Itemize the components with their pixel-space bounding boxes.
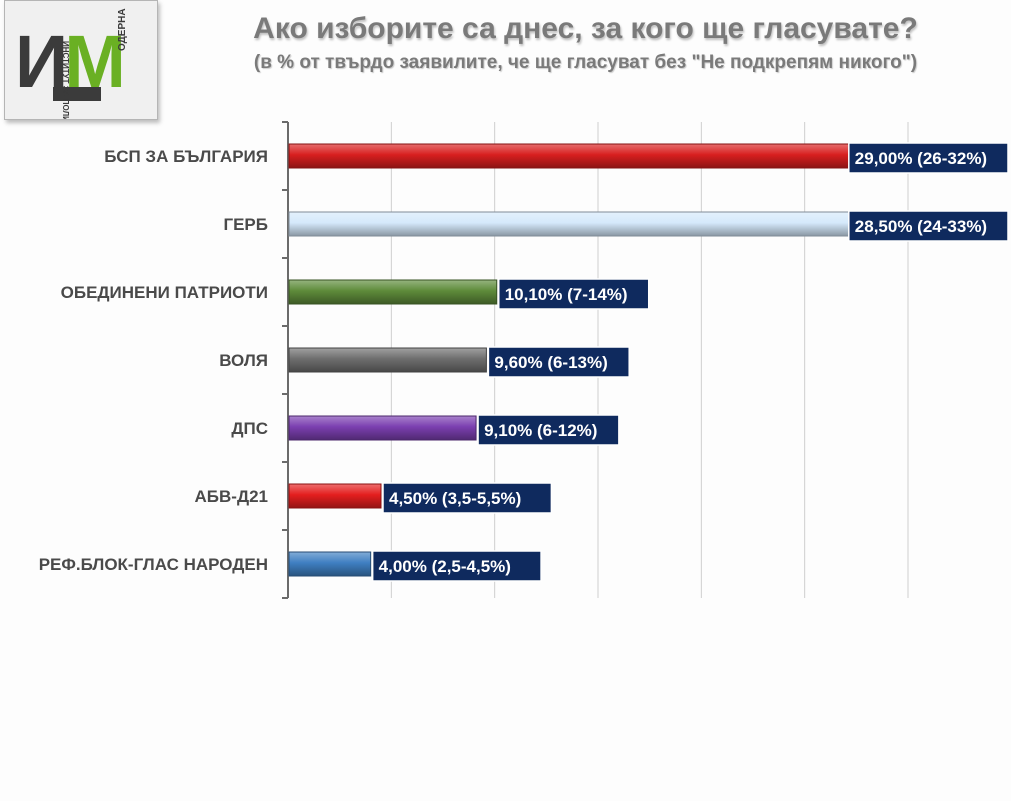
bar [288, 415, 477, 441]
logo-vertical-text: ИНСТИТУТ ЗА ПОЛИТИКА [61, 41, 70, 119]
data-label: 9,60% (6-13%) [494, 353, 607, 372]
category-label: БСП ЗА БЪЛГАРИЯ [104, 147, 268, 166]
data-label-box [497, 278, 650, 310]
bar [288, 211, 878, 237]
bar [288, 483, 382, 509]
data-label-box [477, 414, 620, 446]
data-label: 9,10% (6-12%) [484, 421, 597, 440]
bar [288, 347, 487, 373]
data-label-box [371, 550, 542, 582]
data-label: 28,50% (24-33%) [855, 217, 987, 236]
logo: ИМ ОДЕРНА ИНСТИТУТ ЗА ПОЛИТИКА [4, 0, 158, 143]
data-label-box [848, 142, 1009, 174]
category-label: ВОЛЯ [219, 351, 268, 370]
category-label: РЕФ.БЛОК-ГЛАС НАРОДЕН [39, 555, 268, 574]
data-label-box [382, 482, 553, 514]
data-label: 4,00% (2,5-4,5%) [379, 557, 511, 576]
bar [288, 551, 372, 577]
category-label: ОБЕДИНЕНИ ПАТРИОТИ [61, 283, 268, 302]
data-label: 10,10% (7-14%) [505, 285, 628, 304]
data-label-box [848, 210, 1009, 242]
chart-title: Ако изборите са днес, за кого ще гласува… [253, 12, 918, 45]
bar [288, 279, 498, 305]
chart-subtitle: (в % от твърдо заявилите, че ще гласуват… [253, 52, 918, 73]
logo-side-text: ОДЕРНА [117, 8, 128, 51]
logo-mark: ИМ ОДЕРНА ИНСТИТУТ ЗА ПОЛИТИКА [15, 8, 128, 143]
logo-bar [53, 87, 101, 101]
category-label: АБВ-Д21 [195, 487, 268, 506]
data-label-box [487, 346, 630, 378]
bar-chart: БСП ЗА БЪЛГАРИЯ 29,00% (26-32%) ГЕРБ 28,50%… [39, 121, 1009, 599]
category-label: ГЕРБ [223, 215, 268, 234]
data-label: 4,50% (3,5-5,5%) [389, 489, 521, 508]
logo-letters: ИМ [15, 20, 122, 103]
category-label: ДПС [231, 419, 268, 438]
bar [288, 143, 888, 169]
data-label: 29,00% (26-32%) [855, 149, 987, 168]
